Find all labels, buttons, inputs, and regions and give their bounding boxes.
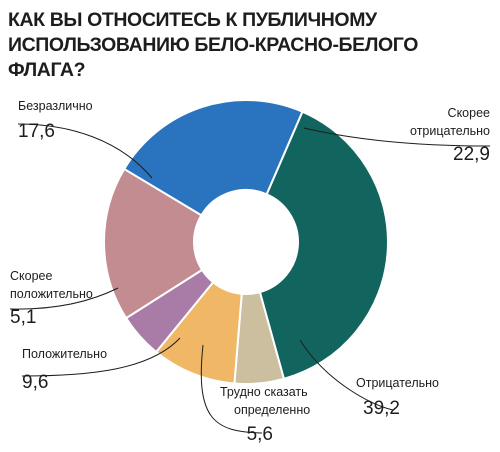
slice-label-отрицательно: Отрицательно bbox=[356, 376, 439, 390]
slice-label-скорее-положительно: положительно bbox=[10, 287, 93, 301]
slice-label-безразлично: Безразлично bbox=[18, 99, 93, 113]
leader-line-отрицательно bbox=[299, 339, 394, 411]
leader-line-скорее-отрицательно bbox=[303, 127, 491, 147]
leader-line-безразлично bbox=[17, 123, 153, 179]
slice-label-скорее-отрицательно: отрицательно bbox=[410, 124, 490, 138]
slice-скорее-отрицательно bbox=[122, 99, 304, 217]
slice-value-положительно: 9,6 bbox=[22, 372, 48, 393]
slice-отрицательно bbox=[258, 110, 389, 381]
slice-label-трудно-сказать-определенно: определенно bbox=[234, 403, 310, 417]
slice-value-безразлично: 17,6 bbox=[18, 121, 55, 142]
slice-label-скорее-отрицательно: Скорее bbox=[448, 106, 490, 120]
slice-group bbox=[103, 99, 389, 385]
leader-line-трудно-сказать-определенно bbox=[200, 344, 263, 434]
slice-безразлично bbox=[103, 167, 204, 320]
slice-value-скорее-положительно: 5,1 bbox=[10, 307, 36, 328]
chart-title: КАК ВЫ ОТНОСИТЕСЬ К ПУБЛИЧНОМУ ИСПОЛЬЗОВ… bbox=[8, 9, 418, 81]
leader-line-положительно bbox=[21, 337, 181, 377]
slice-value-трудно-сказать-определенно: 5,6 bbox=[247, 424, 273, 445]
slice-label-скорее-положительно: Скорее bbox=[10, 269, 52, 283]
label-group: Отрицательно 39,2 Трудно сказать определенн… bbox=[9, 99, 491, 445]
slice-label-трудно-сказать-определенно: Трудно сказать bbox=[220, 385, 308, 399]
slice-label-положительно: Положительно bbox=[22, 347, 107, 361]
slice-value-скорее-отрицательно: 22,9 bbox=[453, 144, 490, 165]
slice-value-отрицательно: 39,2 bbox=[363, 398, 400, 419]
leader-line-скорее-положительно bbox=[9, 287, 119, 310]
